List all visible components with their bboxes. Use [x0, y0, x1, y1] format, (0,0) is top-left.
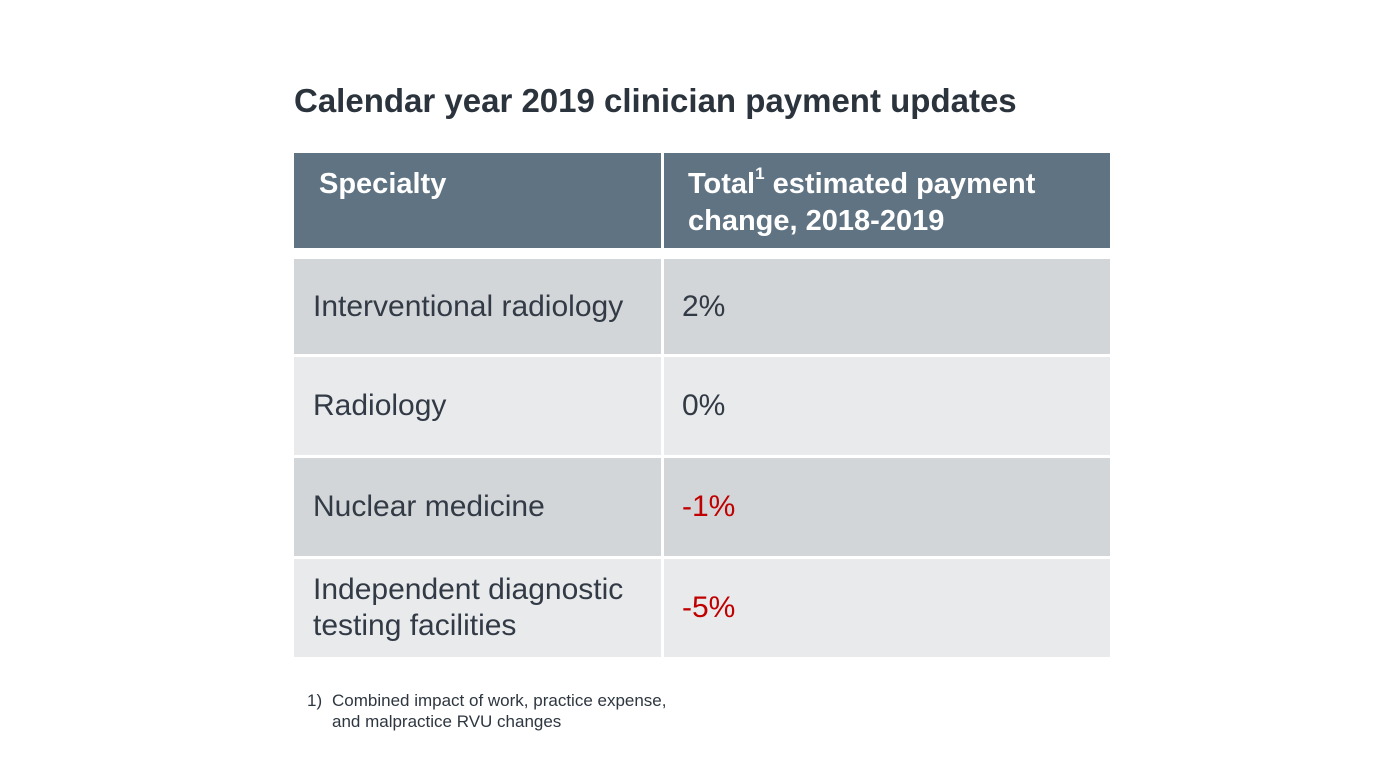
footnote-number: 1) [307, 691, 323, 710]
row-change-cell: -1% [664, 458, 1110, 556]
table-row: Radiology 0% [294, 357, 1110, 455]
table-row: Interventional radiology 2% [294, 259, 1110, 354]
row-change-value: -5% [682, 591, 736, 624]
table-row: Nuclear medicine -1% [294, 458, 1110, 556]
row-specialty: Interventional radiology [313, 289, 624, 323]
table-row: Independent diagnostic testing facilitie… [294, 559, 1110, 657]
column-header-specialty: Specialty [294, 153, 661, 248]
chart-title: Calendar year 2019 clinician payment upd… [294, 82, 1017, 119]
row-change-value: -1% [682, 490, 736, 523]
footnote-marker: 1 [755, 164, 765, 184]
row-specialty: Radiology [313, 389, 447, 422]
row-specialty-cell: Radiology [294, 357, 661, 455]
row-change-value: 2% [682, 289, 726, 323]
row-specialty: Independent diagnostic testing facilitie… [313, 573, 624, 642]
table-header-row: Specialty Total1 estimated payment chang… [294, 153, 1110, 248]
row-change-value: 0% [682, 389, 726, 422]
column-header-specialty-label: Specialty [319, 168, 447, 200]
row-specialty: Nuclear medicine [313, 490, 545, 523]
row-specialty-cell: Independent diagnostic testing facilitie… [294, 559, 661, 657]
row-change-cell: 2% [664, 259, 1110, 354]
footnote-text: Combined impact of work, practice expens… [332, 691, 667, 731]
column-header-total-label-rest: estimated payment change, 2018-2019 [688, 168, 1036, 237]
column-header-total-label: Total [688, 168, 756, 200]
row-specialty-cell: Nuclear medicine [294, 458, 661, 556]
row-specialty-cell: Interventional radiology [294, 259, 661, 354]
row-change-cell: 0% [664, 357, 1110, 455]
row-change-cell: -5% [664, 559, 1110, 657]
column-header-total-change: Total1 estimated payment change, 2018-20… [664, 153, 1110, 248]
